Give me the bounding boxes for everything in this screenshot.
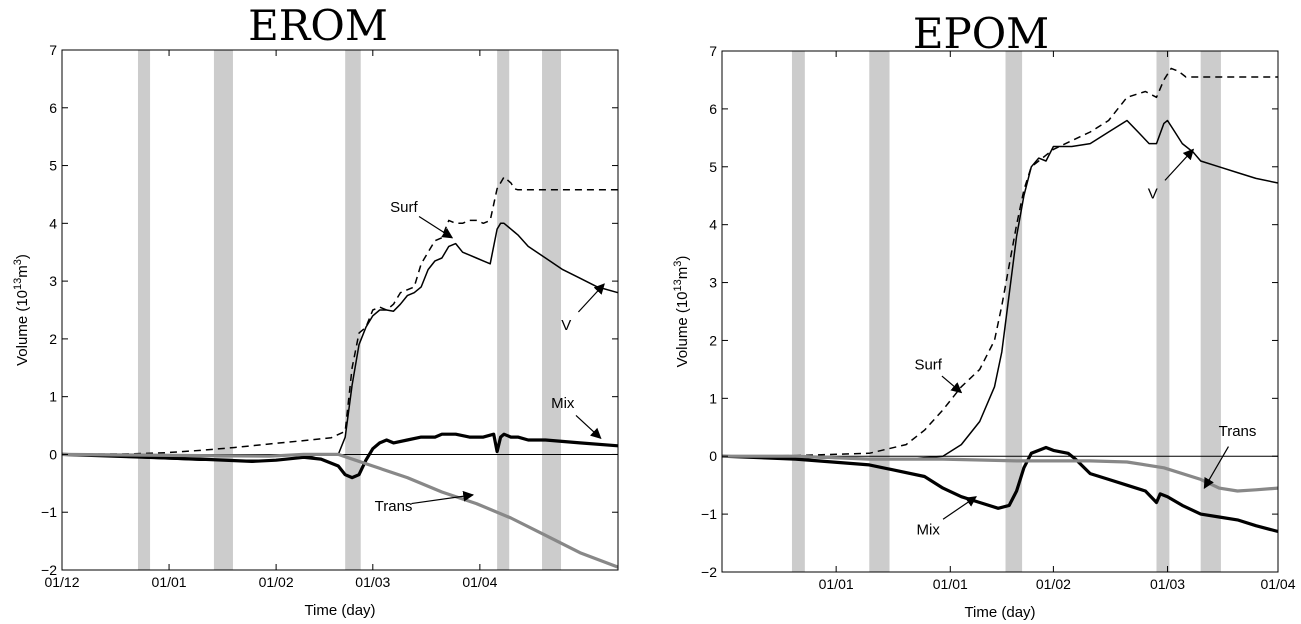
annotation-arrow-surf [418, 215, 454, 239]
plot-frame [721, 50, 1279, 573]
event-band-0 [791, 51, 805, 572]
annotation-arrow-trans [411, 490, 475, 505]
x-axis-label: Time (day) [964, 604, 1035, 621]
y-tick-label: 6 [709, 101, 717, 117]
y-axis-label: Volume (1013m3) [672, 256, 691, 368]
series-mix-line [721, 445, 1279, 534]
y-tick-label: 3 [709, 275, 717, 291]
y-tick-label: 2 [709, 332, 717, 348]
x-tick-label: 01/02 [1036, 576, 1071, 592]
plot-frame [61, 49, 619, 571]
y-tick-label: −1 [701, 506, 717, 522]
y-tick-label: 1 [709, 390, 717, 406]
event-band-3 [1156, 51, 1170, 572]
y-tick-label: 4 [49, 215, 57, 231]
y-axis-label-part: m [674, 267, 691, 280]
y-axis-label-part: 3 [12, 259, 24, 265]
y-tick-label: 3 [49, 273, 57, 289]
y-axis-label-part: 13 [672, 279, 684, 291]
annotation-arrow-surf [941, 375, 963, 394]
event-band-4 [542, 50, 562, 570]
event-band-1 [869, 51, 890, 572]
event-band-0 [137, 50, 151, 570]
x-tick-label: 01/01 [152, 574, 187, 590]
y-tick-label: −1 [41, 504, 57, 520]
x-tick-label: 01/01 [933, 576, 968, 592]
y-tick-label: −2 [41, 562, 57, 578]
annotation-v: V [561, 317, 571, 334]
y-axis-label-part: ) [674, 256, 691, 261]
x-tick-label: 01/04 [462, 574, 497, 590]
annotation-arrow-v [1164, 148, 1195, 181]
annotation-arrow-mix [942, 496, 977, 520]
series-surf-line [721, 67, 1278, 457]
chart-title: EPOM [913, 9, 1049, 58]
y-axis-label-part: ) [14, 254, 31, 259]
series-trans-line [61, 452, 619, 569]
x-tick-label: 01/01 [819, 576, 854, 592]
annotation-trans: Trans [1219, 423, 1257, 440]
event-band-2 [1005, 51, 1023, 572]
y-axis-label-part: Volume (10 [674, 291, 691, 367]
event-band-3 [497, 50, 510, 570]
annotation-v: V [1148, 186, 1158, 203]
y-tick-label: 1 [49, 389, 57, 405]
annotation-arrow-trans [1203, 446, 1229, 489]
event-band-2 [345, 50, 361, 570]
series-v-line [721, 119, 1279, 460]
series-v-line [61, 222, 619, 461]
y-axis-label-part: 3 [672, 261, 684, 267]
erom-panel: EROM −2 −1 0 1 2 3 4 5 6 7 01/12 01/01 01/02 01/03 01/0… [12, 1, 619, 619]
annotation-arrow-v [577, 283, 605, 313]
x-tick-label: 01/12 [44, 574, 79, 590]
y-tick-label: 7 [709, 43, 717, 59]
epom-panel: EPOM −2 −1 0 1 2 3 4 5 6 7 01/01 01/01 01/02 01/03 01/0… [672, 9, 1296, 621]
y-tick-label: 5 [49, 158, 57, 174]
y-axis-label-part: Volume (10 [14, 290, 31, 366]
event-band-4 [1200, 51, 1221, 572]
y-axis-label-part: 13 [12, 278, 24, 290]
series-mix-line [61, 432, 619, 480]
y-tick-label: 2 [49, 331, 57, 347]
x-axis-label: Time (day) [304, 602, 375, 619]
y-tick-label: 0 [49, 446, 57, 462]
x-tick-label: 01/02 [259, 574, 294, 590]
y-tick-label: 6 [49, 100, 57, 116]
y-tick-label: 7 [49, 42, 57, 58]
annotation-surf: Surf [390, 199, 418, 216]
annotation-mix: Mix [551, 395, 575, 412]
chart-title: EROM [248, 1, 388, 50]
y-tick-label: −2 [701, 564, 717, 580]
x-tick-label: 01/04 [1260, 576, 1295, 592]
y-axis-label-part: m [14, 265, 31, 278]
annotation-arrow-mix [575, 414, 602, 439]
series-surf-line [61, 176, 618, 456]
event-band-1 [213, 50, 233, 570]
y-tick-label: 0 [709, 448, 717, 464]
y-tick-label: 4 [709, 217, 717, 233]
y-tick-label: 5 [709, 159, 717, 175]
x-tick-label: 01/03 [1150, 576, 1185, 592]
y-axis-label: Volume (1013m3) [12, 254, 31, 366]
annotation-mix: Mix [917, 521, 941, 538]
annotation-trans: Trans [375, 498, 413, 515]
series-trans-line [722, 454, 1279, 493]
x-tick-label: 01/03 [355, 574, 390, 590]
annotation-surf: Surf [914, 356, 942, 373]
